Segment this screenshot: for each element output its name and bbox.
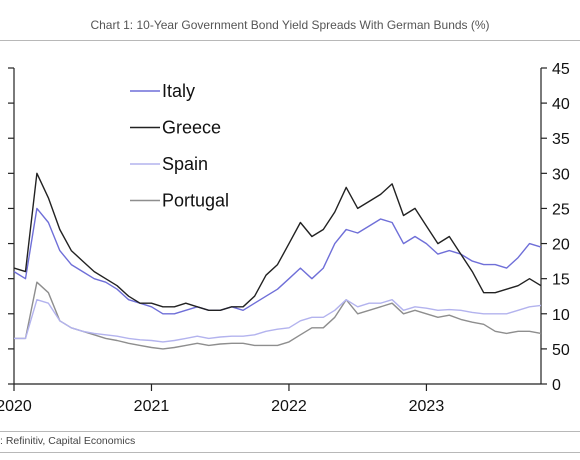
y-tick-label: 0: [552, 377, 561, 394]
x-tick-label: 2023: [409, 398, 445, 415]
y-tick-label: 15: [552, 272, 570, 289]
legend-label: Greece: [162, 118, 221, 138]
chart-title: Chart 1: 10-Year Government Bond Yield S…: [90, 18, 490, 32]
series-line-greece: [13, 172, 542, 311]
y-tick-label: 40: [552, 96, 570, 113]
x-tick-label: 2020: [0, 398, 32, 415]
footer-divider: [0, 452, 580, 453]
y-tick-label: 45: [552, 61, 570, 78]
top-divider: [0, 40, 580, 41]
legend-label: Portugal: [162, 191, 229, 211]
series-group: [13, 172, 542, 350]
series-line-spain: [14, 299, 542, 343]
axis-ticks: 0 50 10 15 20 25 30 35 40 45 2020 2021 2022 2023: [0, 61, 570, 415]
y-tick-label: 35: [552, 131, 570, 148]
bottom-divider: [0, 431, 580, 432]
source-note: : Refinitiv, Capital Economics: [0, 435, 136, 447]
y-tick-label: 20: [552, 237, 570, 254]
legend: Italy Greece Spain Portugal: [130, 81, 229, 211]
y-tick-label: 10: [552, 307, 570, 324]
series-line-portugal: [14, 281, 542, 350]
x-tick-label: 2022: [271, 398, 307, 415]
y-tick-label: 50: [552, 342, 570, 359]
legend-label: Spain: [162, 154, 208, 174]
legend-label: Italy: [162, 81, 195, 101]
x-tick-label: 2021: [134, 398, 170, 415]
series-line-italy: [13, 207, 542, 315]
y-tick-label: 25: [552, 201, 570, 218]
y-tick-label: 30: [552, 166, 570, 183]
